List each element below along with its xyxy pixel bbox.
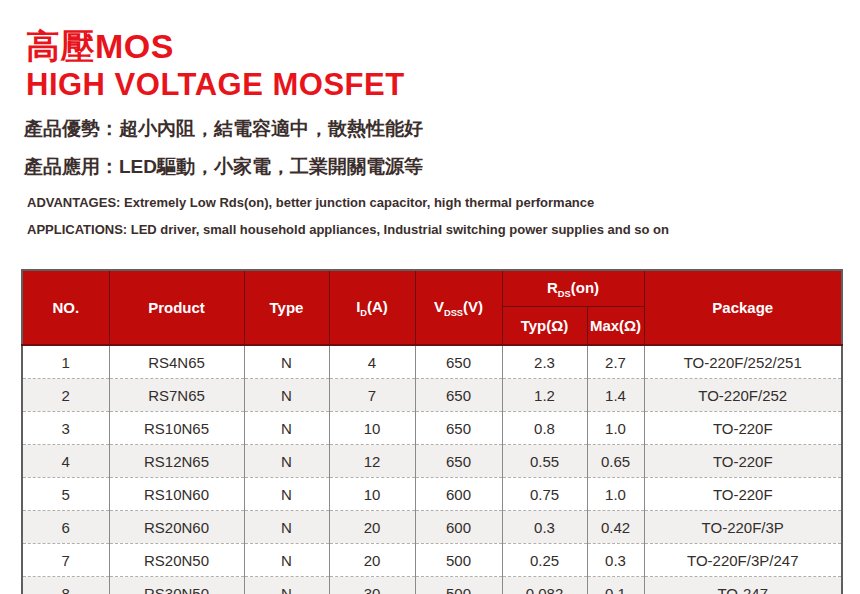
cell-package: TO-220F/252/251 [644, 345, 842, 379]
header-row-1: NO. Product Type ID(A) VDSS(V) RDS(on) P… [22, 270, 842, 307]
cell-vdss: 650 [415, 379, 502, 412]
cell-type: N [244, 379, 329, 412]
cell-max: 0.65 [587, 445, 644, 478]
cell-id: 7 [329, 379, 415, 412]
cell-max: 1.0 [587, 478, 644, 511]
cell-max: 0.3 [587, 544, 644, 577]
cell-id: 12 [329, 445, 415, 478]
cell-typ: 0.75 [502, 478, 587, 511]
cell-typ: 2.3 [502, 345, 587, 379]
cell-id: 10 [329, 478, 415, 511]
header-rds-suffix: (on) [571, 279, 599, 296]
cell-typ: 0.55 [502, 445, 587, 478]
header-vdss-suffix: (V) [463, 298, 483, 315]
cell-package: TO-220F [644, 412, 842, 445]
cell-max: 1.4 [587, 379, 644, 412]
header-type: Type [244, 270, 329, 345]
header-max: Max(Ω) [587, 307, 644, 346]
cell-type: N [244, 412, 329, 445]
cell-id: 20 [329, 544, 415, 577]
table-row: 2RS7N65N76501.21.4TO-220F/252 [22, 379, 842, 412]
page-title-zh: 高壓MOS [26, 28, 860, 65]
cell-product: RS20N60 [109, 511, 244, 544]
cell-no: 4 [22, 445, 109, 478]
cell-package: TO-247 [644, 577, 842, 594]
cell-product: RS10N60 [109, 478, 244, 511]
cell-id: 10 [329, 412, 415, 445]
cell-type: N [244, 577, 329, 594]
cell-id: 4 [329, 345, 415, 379]
table-row: 5RS10N60N106000.751.0TO-220F [22, 478, 842, 511]
cell-package: TO-220F [644, 445, 842, 478]
cell-max: 0.1 [587, 577, 644, 594]
cell-type: N [244, 544, 329, 577]
cell-product: RS7N65 [109, 379, 244, 412]
cell-vdss: 650 [415, 412, 502, 445]
cell-id: 20 [329, 511, 415, 544]
applications-zh-text: 產品應用：LED驅動，小家電，工業開關電源等 [24, 152, 860, 181]
cell-product: RS12N65 [109, 445, 244, 478]
cell-no: 2 [22, 379, 109, 412]
table-row: 3RS10N65N106500.81.0TO-220F [22, 412, 842, 445]
cell-max: 1.0 [587, 412, 644, 445]
cell-no: 1 [22, 345, 109, 379]
cell-no: 3 [22, 412, 109, 445]
cell-product: RS4N65 [109, 345, 244, 379]
cell-product: RS30N50 [109, 577, 244, 594]
mosfet-spec-table: NO. Product Type ID(A) VDSS(V) RDS(on) P… [21, 269, 843, 594]
cell-package: TO-220F/3P [644, 511, 842, 544]
cell-package: TO-220F/3P/247 [644, 544, 842, 577]
cell-vdss: 650 [415, 445, 502, 478]
cell-typ: 0.082 [502, 577, 587, 594]
cell-vdss: 500 [415, 544, 502, 577]
table-body: 1RS4N65N46502.32.7TO-220F/252/2512RS7N65… [22, 345, 842, 594]
header-vdss-base: V [434, 298, 444, 315]
cell-no: 7 [22, 544, 109, 577]
cell-vdss: 500 [415, 577, 502, 594]
cell-max: 2.7 [587, 345, 644, 379]
cell-type: N [244, 511, 329, 544]
table-row: 6RS20N60N206000.30.42TO-220F/3P [22, 511, 842, 544]
cell-vdss: 600 [415, 478, 502, 511]
advantages-zh-text: 產品優勢：超小內阻，結電容適中，散熱性能好 [24, 114, 860, 143]
table-row: 7RS20N50N205000.250.3TO-220F/3P/247 [22, 544, 842, 577]
header-package: Package [644, 270, 842, 345]
table-row: 4RS12N65N126500.550.65TO-220F [22, 445, 842, 478]
cell-type: N [244, 478, 329, 511]
header-rds-base: R [547, 279, 558, 296]
cell-id: 30 [329, 577, 415, 594]
cell-max: 0.42 [587, 511, 644, 544]
header-no: NO. [22, 270, 109, 345]
table-header: NO. Product Type ID(A) VDSS(V) RDS(on) P… [22, 270, 842, 345]
header-vdss: VDSS(V) [415, 270, 502, 345]
cell-no: 6 [22, 511, 109, 544]
header-typ: Typ(Ω) [502, 307, 587, 346]
cell-package: TO-220F [644, 478, 842, 511]
header-product: Product [109, 270, 244, 345]
advantages-en-text: ADVANTAGES: Extremely Low Rds(on), bette… [27, 195, 860, 212]
cell-type: N [244, 345, 329, 379]
cell-no: 8 [22, 577, 109, 594]
page-title-en: HIGH VOLTAGE MOSFET [26, 69, 860, 102]
cell-typ: 0.3 [502, 511, 587, 544]
cell-type: N [244, 445, 329, 478]
table-row: 1RS4N65N46502.32.7TO-220F/252/251 [22, 345, 842, 379]
table-row: 8RS30N50N305000.0820.1TO-247 [22, 577, 842, 594]
header-id-suffix: (A) [367, 298, 388, 315]
applications-en-text: APPLICATIONS: LED driver, small househol… [27, 222, 860, 239]
cell-typ: 1.2 [502, 379, 587, 412]
cell-vdss: 600 [415, 511, 502, 544]
page: 高壓MOS HIGH VOLTAGE MOSFET 產品優勢：超小內阻，結電容適… [0, 28, 860, 594]
cell-typ: 0.25 [502, 544, 587, 577]
header-rds-sub: DS [558, 289, 571, 299]
header-vdss-sub: DSS [444, 308, 463, 318]
cell-typ: 0.8 [502, 412, 587, 445]
cell-vdss: 650 [415, 345, 502, 379]
header-id: ID(A) [329, 270, 415, 345]
cell-product: RS20N50 [109, 544, 244, 577]
cell-product: RS10N65 [109, 412, 244, 445]
cell-package: TO-220F/252 [644, 379, 842, 412]
cell-no: 5 [22, 478, 109, 511]
header-rds: RDS(on) [502, 270, 644, 307]
